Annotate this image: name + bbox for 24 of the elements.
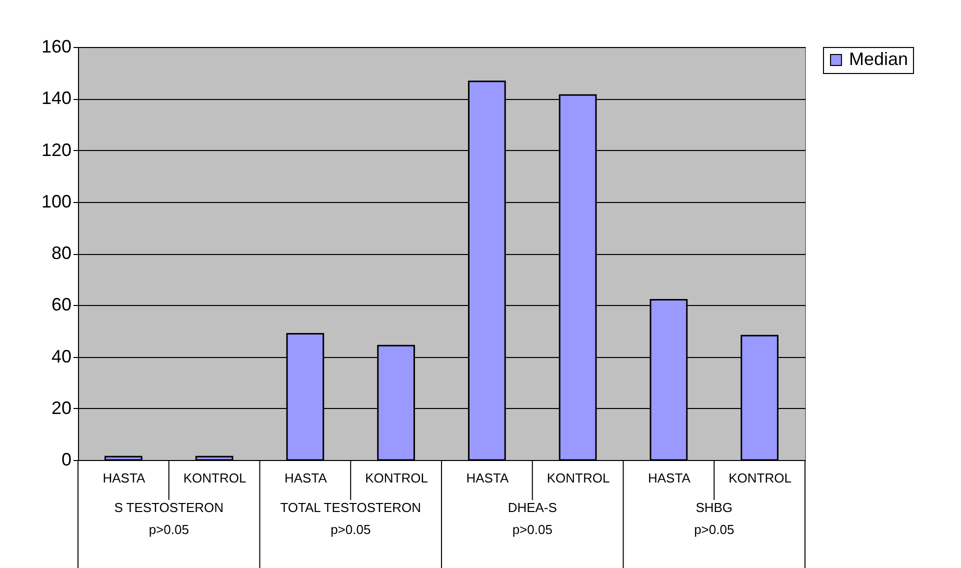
text: SHBG p>0.05 bbox=[694, 500, 734, 537]
x-tick-label: HASTA bbox=[284, 470, 328, 486]
x-tick-label: KONTROL bbox=[183, 470, 246, 486]
text: S TESTOSTERON p>0.05 bbox=[114, 500, 224, 537]
legend-label: Median bbox=[849, 49, 908, 69]
text: TOTAL TESTOSTERON p>0.05 bbox=[280, 500, 422, 537]
x-tick-label: KONTROL bbox=[365, 470, 428, 486]
y-tick-label: 80 bbox=[51, 243, 72, 263]
y-tick-label: 40 bbox=[51, 346, 72, 366]
y-tick-label: 20 bbox=[51, 398, 72, 418]
bar bbox=[195, 456, 234, 461]
y-tick-label: 60 bbox=[51, 294, 72, 315]
y-tick-label: 140 bbox=[41, 88, 72, 108]
y-tick-label: 160 bbox=[41, 36, 72, 56]
x-tick-label: KONTROL bbox=[728, 470, 792, 486]
bar bbox=[104, 456, 142, 461]
y-tick-label: 0 bbox=[61, 450, 72, 470]
x-tick-label: KONTROL bbox=[546, 470, 610, 486]
x-tick-label: HASTA bbox=[102, 470, 146, 486]
x-tick-label: HASTA bbox=[648, 470, 691, 486]
y-tick-label: 100 bbox=[41, 191, 72, 212]
x-tick-label: HASTA bbox=[466, 470, 509, 486]
text: DHEA-S p>0.05 bbox=[508, 500, 558, 537]
y-tick-label: 120 bbox=[41, 140, 72, 160]
